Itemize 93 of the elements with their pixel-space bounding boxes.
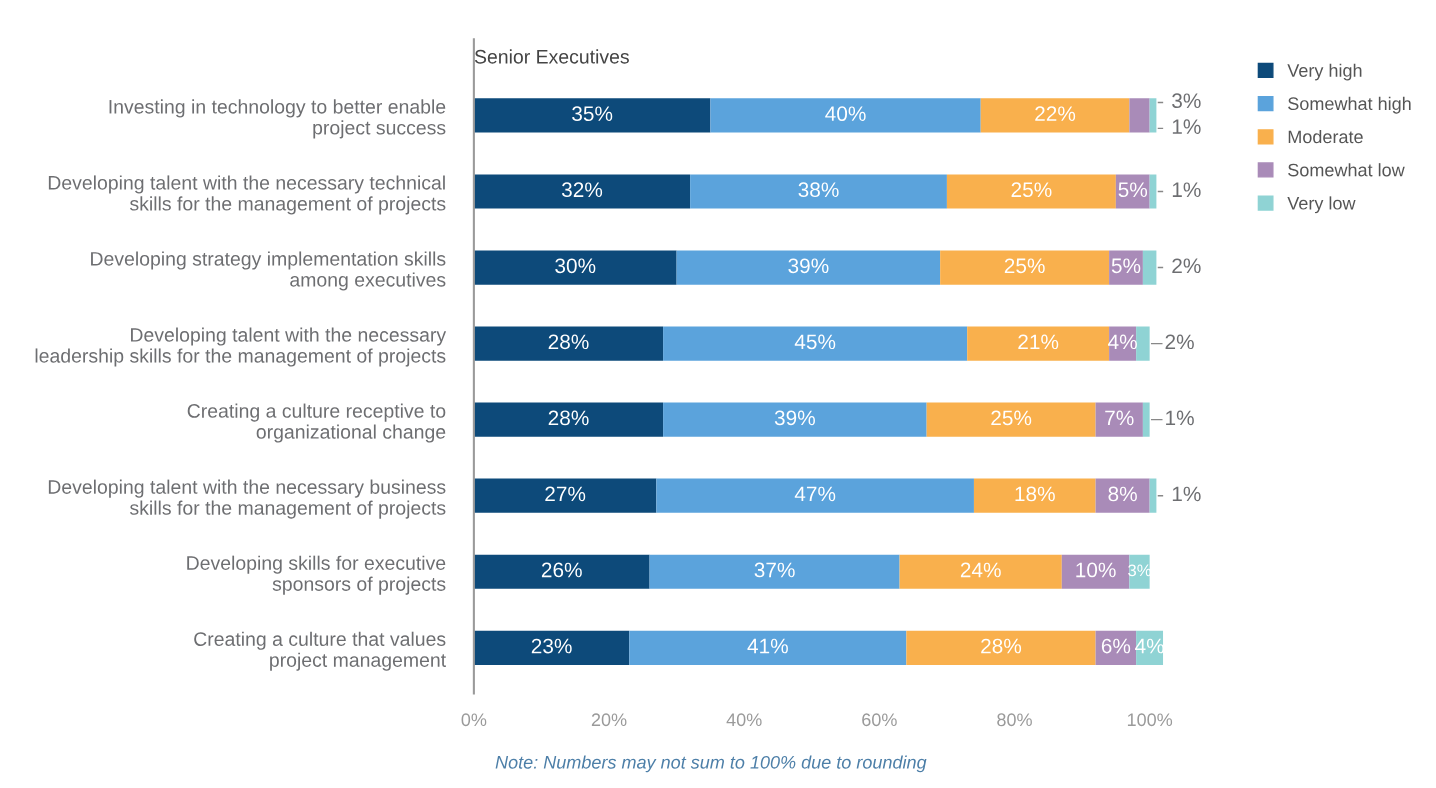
- bar: [1115, 174, 1150, 209]
- bar: [1095, 478, 1150, 513]
- data-label: 45%: [794, 334, 836, 350]
- y-tick-label: Developing talent with the necessary business skills for the management of projects: [48, 479, 446, 519]
- bar: [649, 554, 900, 589]
- data-label: 21%: [1018, 334, 1059, 350]
- text: Note: Numbers may not sum to 100% due to rounding: [495, 755, 927, 773]
- y-tick-label: Developing talent with the necessary leadership skills for the management of projects: [35, 327, 447, 367]
- bar: [473, 326, 664, 361]
- data-label: 6%: [1101, 638, 1131, 654]
- data-label: 3%: [1172, 93, 1201, 109]
- data-label: 38%: [798, 182, 839, 198]
- bar: [1095, 402, 1143, 437]
- bar: [473, 630, 630, 665]
- data-label: 35%: [572, 106, 613, 122]
- x-tick-label: 100%: [1127, 713, 1173, 727]
- data-label: 39%: [788, 258, 829, 274]
- data-label: 1%: [1172, 486, 1201, 502]
- data-label: 28%: [548, 334, 589, 350]
- bar: [973, 478, 1096, 513]
- data-label: 27%: [545, 486, 586, 502]
- data-label: 2%: [1165, 334, 1194, 350]
- bar: [473, 250, 677, 285]
- bar: [940, 250, 1110, 285]
- y-tick-label: Developing strategy implementation skills among executives: [91, 251, 446, 291]
- data-label: 25%: [1004, 258, 1045, 274]
- bar: [980, 98, 1130, 133]
- bar: [663, 326, 968, 361]
- data-label: 30%: [555, 258, 596, 274]
- x-tick-label: 60%: [862, 713, 897, 727]
- y-tick-label: Creating a culture that values project management: [194, 631, 446, 671]
- bar: [1109, 250, 1143, 285]
- bar: [1149, 174, 1157, 209]
- legend-label: Very high: [1287, 63, 1362, 81]
- data-label: 25%: [1011, 182, 1052, 198]
- legend-label: Very low: [1287, 196, 1356, 214]
- data-label: 22%: [1035, 106, 1076, 121]
- bar: [676, 250, 941, 285]
- bar: [473, 554, 650, 589]
- bar: [946, 174, 1116, 209]
- y-tick-label: Developing talent with the necessary technical skills for the management of projects: [48, 175, 446, 215]
- bar: [1149, 98, 1157, 133]
- data-label: 26%: [541, 562, 582, 578]
- data-label: 7%: [1105, 410, 1134, 426]
- data-label: 28%: [548, 410, 589, 426]
- bar: [906, 630, 1096, 665]
- data-label: 40%: [825, 106, 866, 122]
- bar: [710, 98, 981, 133]
- bar: [663, 402, 927, 437]
- data-label: 37%: [754, 562, 795, 578]
- y-tick-label: Creating a culture receptive to organizational change: [187, 403, 446, 443]
- bar: [1136, 326, 1150, 361]
- bar: [1129, 98, 1150, 133]
- data-label: 1%: [1172, 119, 1201, 134]
- bar: [690, 174, 947, 209]
- data-label: 39%: [774, 410, 815, 426]
- data-label: 24%: [960, 562, 1001, 578]
- x-tick-label: 40%: [726, 713, 762, 727]
- legend-label: Somewhat low: [1288, 163, 1405, 177]
- bar: [656, 478, 974, 513]
- bar: [926, 402, 1096, 437]
- data-label: 10%: [1076, 562, 1116, 578]
- x-tick-label: 0%: [461, 713, 487, 727]
- data-label: 1%: [1172, 182, 1201, 198]
- bar: [967, 326, 1110, 361]
- data-label: 47%: [794, 486, 836, 502]
- data-label: 28%: [981, 638, 1022, 654]
- bar: [1142, 402, 1150, 437]
- legend-label: Moderate: [1288, 129, 1363, 144]
- bar: [473, 402, 664, 437]
- bar: [629, 630, 907, 665]
- data-label: 18%: [1015, 486, 1055, 502]
- y-tick-label: Developing skills for executive sponsors of projects: [187, 555, 446, 595]
- data-label: 2%: [1172, 258, 1201, 274]
- chart-title: Senior Executives: [474, 49, 629, 64]
- bar: [473, 98, 711, 133]
- data-label: 41%: [747, 638, 788, 654]
- x-tick-label: 80%: [997, 713, 1032, 727]
- data-label: 5%: [1118, 182, 1148, 198]
- data-label: 5%: [1111, 258, 1141, 274]
- data-label: 1%: [1166, 410, 1194, 426]
- bar: [473, 174, 691, 209]
- bar: [1061, 554, 1130, 589]
- legend-label: Somewhat high: [1288, 96, 1411, 114]
- data-label: 32%: [561, 182, 603, 198]
- data-label: 23%: [531, 638, 572, 654]
- bar: [899, 554, 1062, 589]
- data-label: 25%: [991, 410, 1032, 426]
- data-label: 8%: [1108, 486, 1137, 502]
- bar: [1142, 250, 1157, 285]
- x-tick-label: 20%: [591, 713, 627, 727]
- y-tick-label: Investing in technology to better enable project success: [109, 99, 446, 139]
- bar: [473, 478, 657, 513]
